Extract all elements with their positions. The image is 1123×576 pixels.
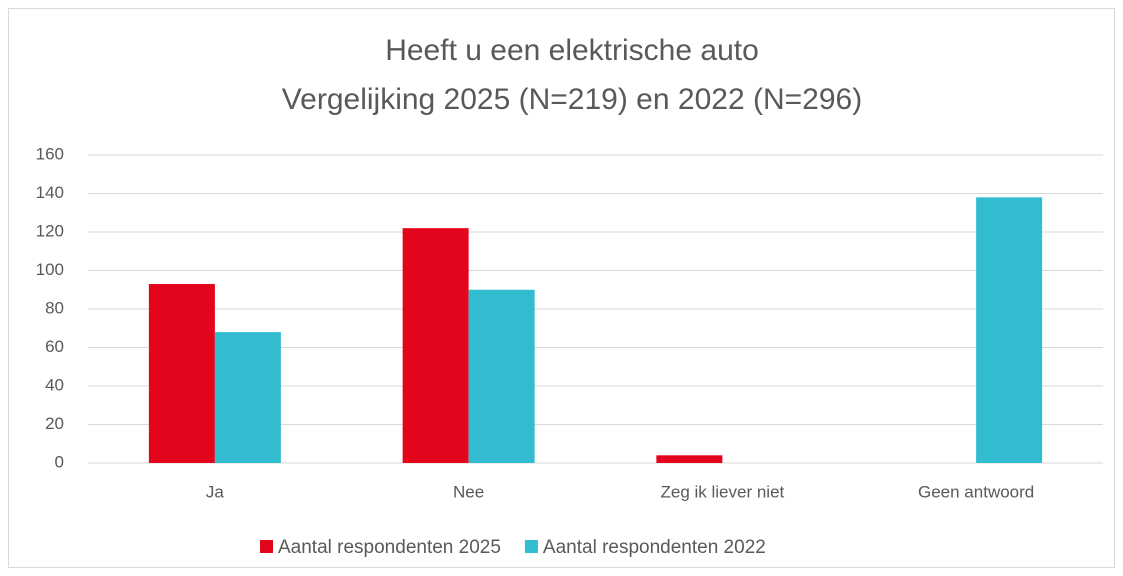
bar (214, 332, 281, 463)
y-tick-label: 80 (45, 298, 64, 317)
x-tick-label: Geen antwoord (918, 482, 1034, 501)
bar (656, 455, 723, 463)
y-tick-label: 60 (45, 337, 64, 356)
chart-title: Heeft u een elektrische auto (385, 34, 759, 67)
y-tick-label: 120 (36, 221, 64, 240)
legend-swatch (524, 540, 538, 553)
y-tick-label: 160 (36, 144, 64, 163)
x-tick-label: Ja (206, 482, 225, 501)
y-tick-label: 0 (55, 452, 64, 471)
bar (148, 283, 215, 463)
bar (468, 289, 535, 463)
legend-swatch (260, 540, 273, 553)
legend-label: Aantal respondenten 2025 (278, 537, 501, 558)
x-tick-label: Zeg ik liever niet (660, 482, 784, 501)
y-tick-label: 140 (36, 183, 64, 202)
bar (976, 197, 1043, 463)
y-tick-label: 40 (45, 375, 64, 394)
x-tick-label: Nee (453, 482, 484, 501)
chart-title: Vergelijking 2025 (N=219) en 2022 (N=296… (282, 83, 862, 116)
bar (402, 228, 469, 463)
y-tick-label: 100 (36, 260, 64, 279)
legend-label: Aantal respondenten 2022 (543, 537, 766, 558)
y-tick-label: 20 (45, 414, 64, 433)
